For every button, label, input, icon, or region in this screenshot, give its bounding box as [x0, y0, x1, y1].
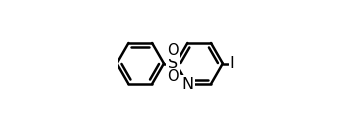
- Text: O: O: [167, 43, 179, 58]
- Text: I: I: [230, 56, 235, 71]
- Text: N: N: [181, 76, 193, 92]
- Text: O: O: [167, 69, 179, 84]
- Text: S: S: [168, 56, 178, 71]
